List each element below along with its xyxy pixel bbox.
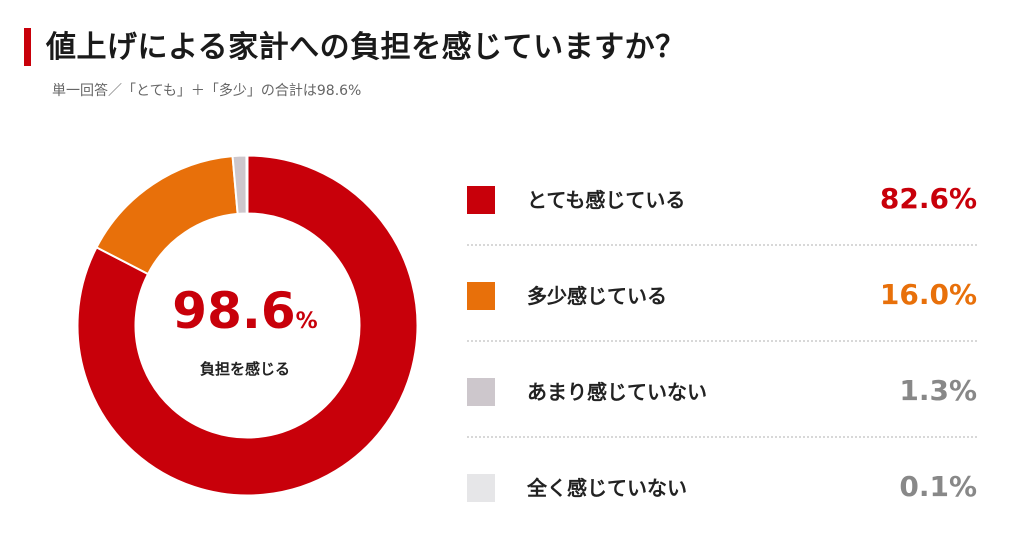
legend: とても感じている 82.6% 多少感じている 16.0% あまり感じていない 1… (467, 150, 977, 534)
legend-item-very: とても感じている 82.6% (467, 150, 977, 246)
legend-label-not-much: あまり感じていない (527, 380, 707, 404)
legend-value-very: 82.6% (879, 182, 977, 215)
center-total-number: 98.6 (172, 282, 296, 340)
legend-item-not-much: あまり感じていない 1.3% (467, 342, 977, 438)
page-subtitle: 単一回答／「とても」＋「多少」の合計は98.6% (52, 83, 362, 99)
donut-chart (76, 154, 419, 497)
legend-item-somewhat: 多少感じている 16.0% (467, 246, 977, 342)
donut-slice-not-at-all (245, 154, 249, 215)
legend-swatch-not-at-all (467, 474, 495, 502)
legend-item-not-at-all: 全く感じていない 0.1% (467, 438, 977, 534)
center-label: 負担を感じる (199, 360, 290, 378)
legend-swatch-not-much (467, 378, 495, 406)
donut-slice-somewhat (95, 155, 239, 276)
page-title: 値上げによる家計への負担を感じていますか？ (46, 30, 686, 65)
legend-label-very: とても感じている (527, 188, 686, 212)
legend-label-somewhat: 多少感じている (527, 284, 667, 308)
donut-slice-very (76, 154, 419, 497)
legend-value-not-at-all: 0.1% (899, 470, 977, 503)
legend-label-not-at-all: 全く感じていない (527, 476, 687, 500)
legend-swatch-somewhat (467, 282, 495, 310)
legend-value-somewhat: 16.0% (879, 278, 977, 311)
legend-swatch-very (467, 186, 495, 214)
center-total: 98.6% (165, 282, 325, 340)
center-total-unit: % (295, 309, 318, 334)
legend-value-not-much: 1.3% (899, 374, 977, 407)
title-accent-bar (24, 28, 31, 66)
